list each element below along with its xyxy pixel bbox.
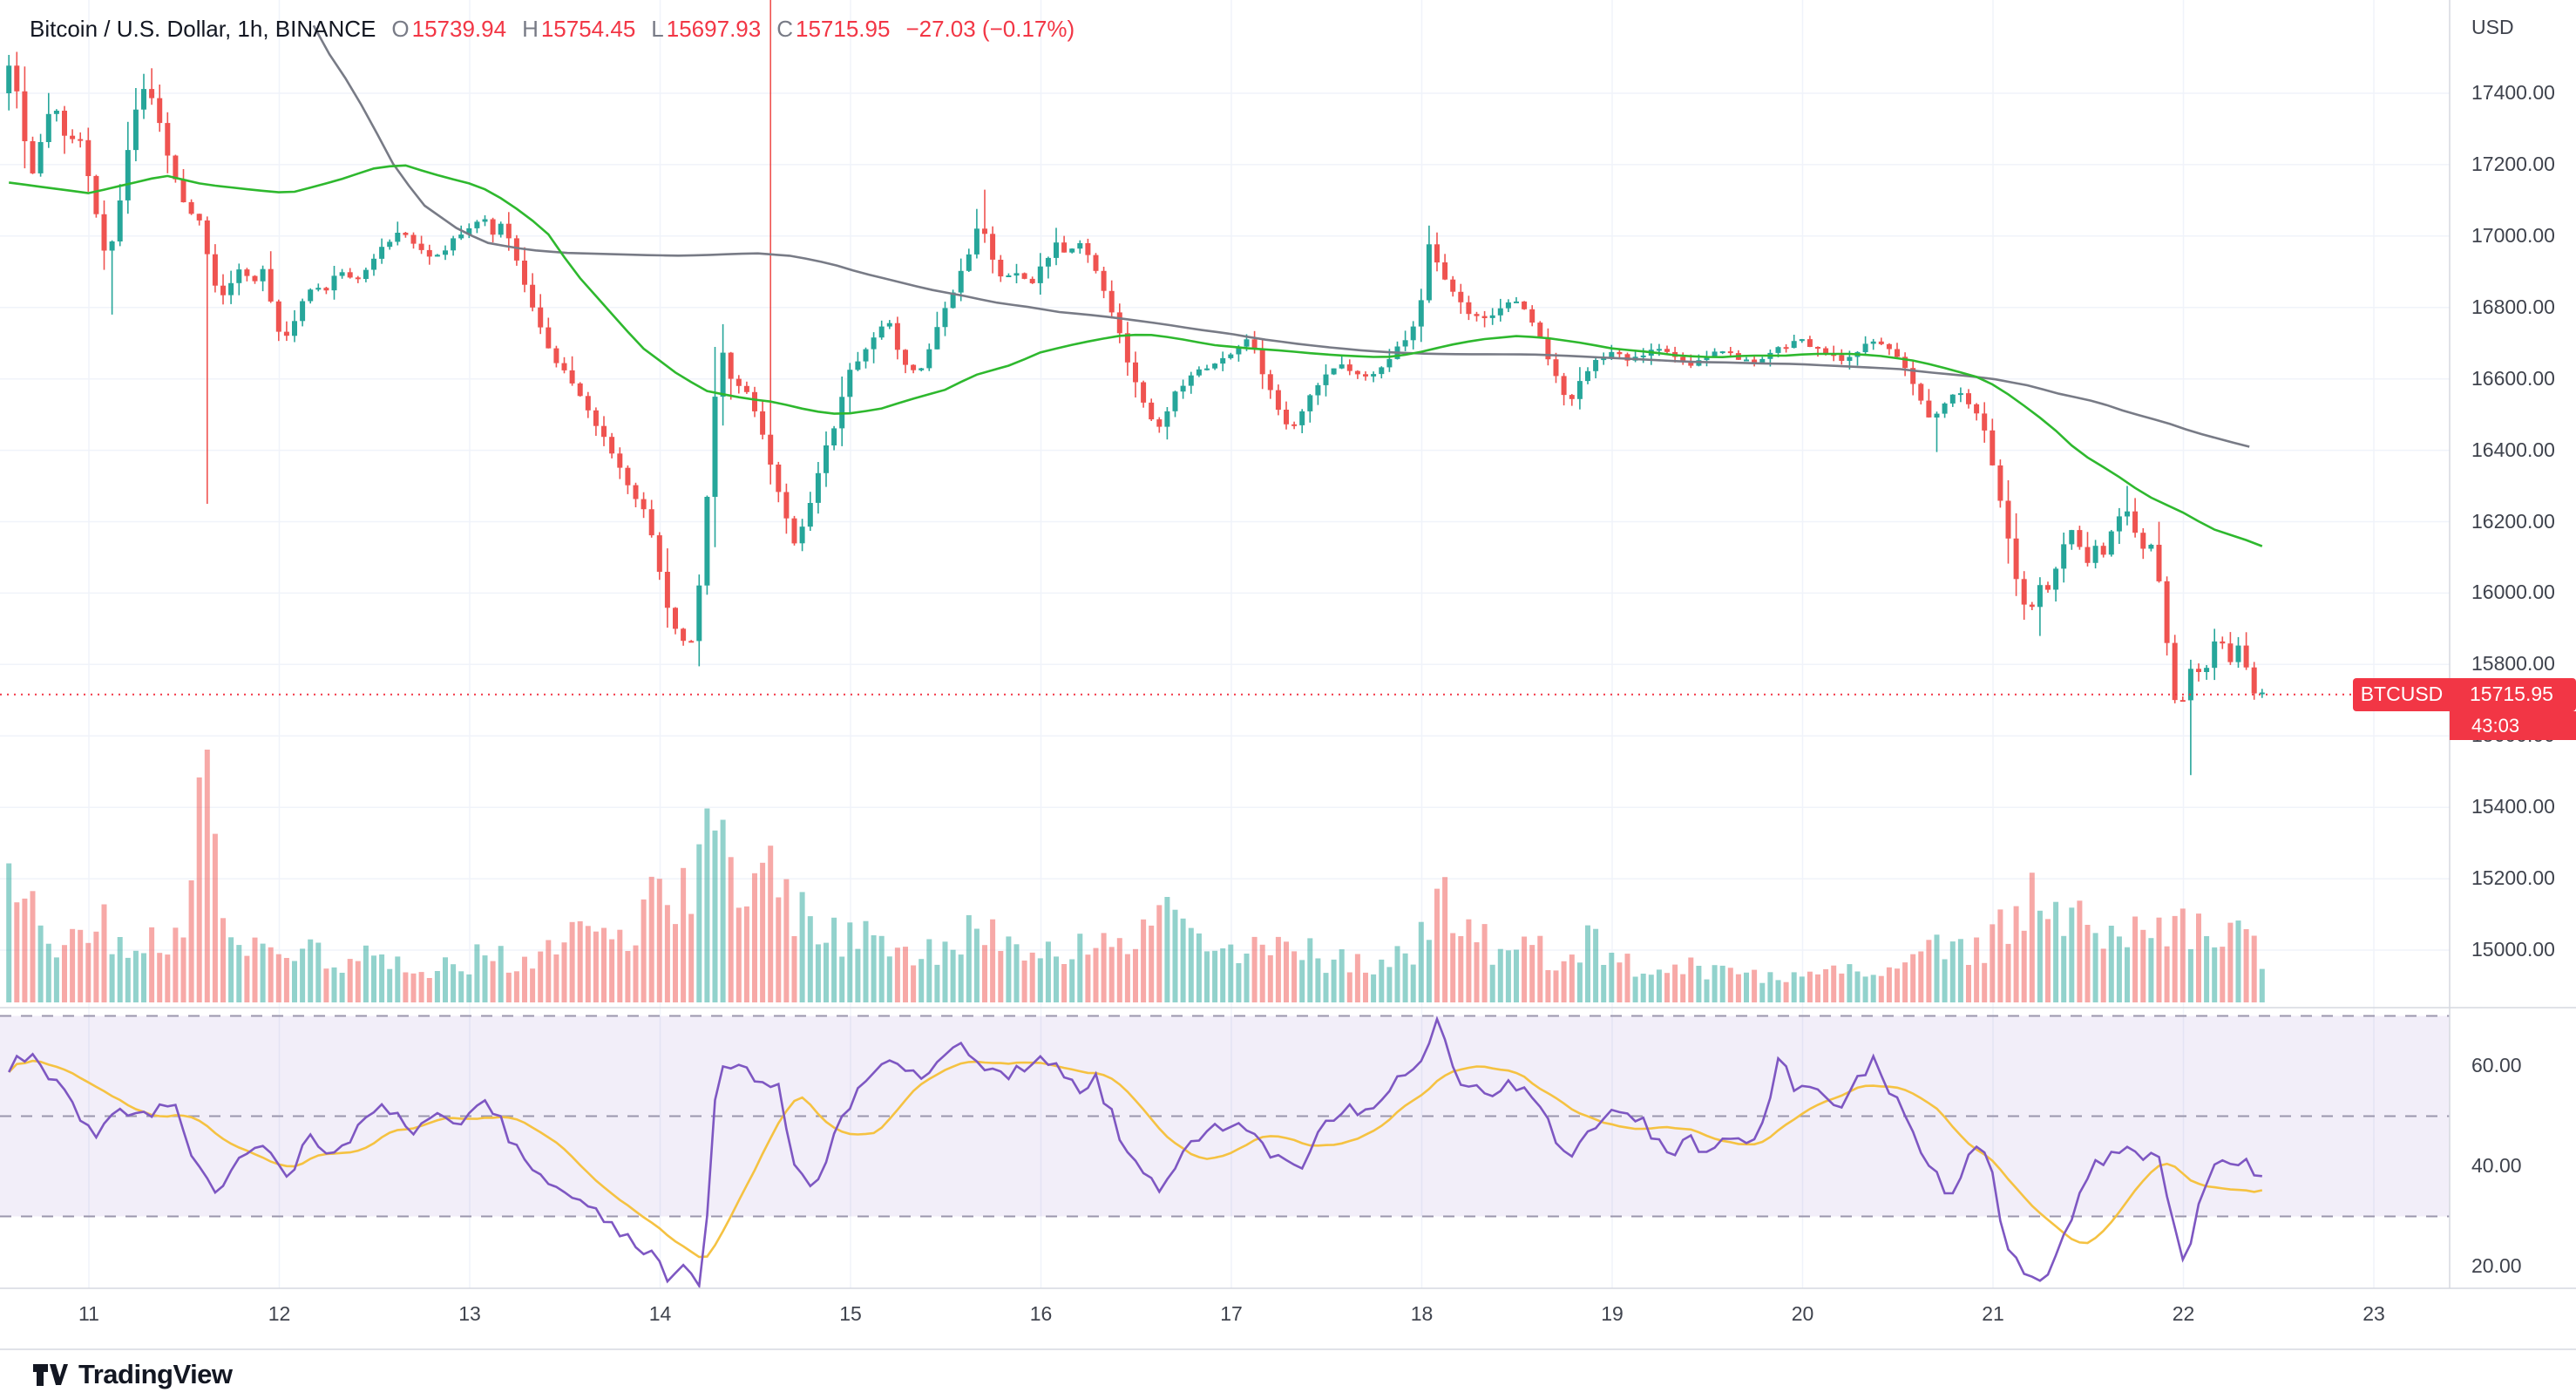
candles-layer xyxy=(6,0,2265,776)
last-price-badge: BTCUSD 15715.95 xyxy=(2353,677,2576,711)
price-axis-label: 17000.00 xyxy=(2471,223,2555,247)
ohlc-open-value: 15739.94 xyxy=(411,16,507,42)
ohlc-open-label: O xyxy=(391,16,410,42)
badge-symbol: BTCUSD xyxy=(2360,683,2444,706)
tradingview-logo[interactable]: TradingView xyxy=(31,1358,233,1391)
time-axis-label: 17 xyxy=(1220,1302,1243,1325)
tradingview-logo-icon xyxy=(33,1364,68,1386)
price-axis-label: 16600.00 xyxy=(2471,366,2555,390)
rsi-axis-label: 20.00 xyxy=(2471,1254,2522,1277)
time-axis-label: 20 xyxy=(1791,1302,1814,1325)
price-axis-label: 16000.00 xyxy=(2471,581,2555,604)
grid-layer xyxy=(0,0,2450,1288)
ohlc-low-value: 15697.93 xyxy=(666,16,762,42)
price-axis-label: 15000.00 xyxy=(2471,938,2555,961)
time-axis-label: 16 xyxy=(1029,1302,1053,1325)
ohlc-high-value: 15754.45 xyxy=(540,16,636,42)
ohlc-close-label: C xyxy=(776,16,793,42)
time-axis-label: 13 xyxy=(458,1302,481,1325)
bar-countdown: 43:03 xyxy=(2450,710,2576,740)
price-axis-label: 15200.00 xyxy=(2471,866,2555,890)
price-axis-unit: USD xyxy=(2471,16,2514,38)
time-axis-label: 22 xyxy=(2172,1302,2195,1325)
price-axis[interactable]: USD 17400.00 17200.00 17000.00 16800.00 1660… xyxy=(2450,0,2576,1288)
price-axis-label: 16400.00 xyxy=(2471,438,2555,461)
ohlc-high: H 15754.45 xyxy=(522,16,635,43)
footer: TradingView xyxy=(31,1358,233,1391)
time-axis-label: 23 xyxy=(2362,1302,2385,1325)
chart-legend: Bitcoin / U.S. Dollar, 1h, BINANCE O 1573… xyxy=(30,16,1074,43)
price-axis-label: 17400.00 xyxy=(2471,81,2555,104)
axis-separators xyxy=(0,0,2576,1350)
rsi-axis-label: 40.00 xyxy=(2471,1154,2522,1177)
time-axis-label: 11 xyxy=(78,1302,99,1325)
time-axis-label: 18 xyxy=(1410,1302,1434,1325)
ohlc-low: L 15697.93 xyxy=(651,16,761,43)
time-axis-label: 21 xyxy=(1982,1302,2004,1325)
price-axis-label: 16800.00 xyxy=(2471,295,2555,318)
ohlc-low-label: L xyxy=(651,16,664,42)
rsi-line xyxy=(8,1015,2262,1288)
price-axis-label: 17200.00 xyxy=(2471,152,2555,175)
time-axis-label: 14 xyxy=(648,1302,672,1325)
tradingview-brand-text: TradingView xyxy=(78,1359,233,1389)
time-axis-label: 12 xyxy=(268,1302,291,1325)
symbol-title[interactable]: Bitcoin / U.S. Dollar, 1h, BINANCE xyxy=(30,16,376,42)
price-axis-label: 15800.00 xyxy=(2471,652,2555,676)
ohlc-close: C 15715.95 xyxy=(776,16,890,43)
rsi-axis-label: 60.00 xyxy=(2471,1054,2522,1076)
ohlc-open: O 15739.94 xyxy=(391,16,506,43)
time-axis[interactable]: 11 12 13 14 15 16 17 18 19 20 21 22 23 xyxy=(0,1288,2576,1349)
time-axis-label: 15 xyxy=(839,1302,862,1325)
rsi-band xyxy=(0,1015,2450,1218)
ohlc-close-value: 15715.95 xyxy=(796,16,891,42)
badge-price: 15715.95 xyxy=(2470,683,2553,706)
ma-slow-line xyxy=(312,24,2250,448)
volume-layer xyxy=(6,750,2265,1002)
ma-fast-line xyxy=(9,164,2263,547)
price-axis-label: 16200.00 xyxy=(2471,509,2555,533)
ohlc-high-label: H xyxy=(522,16,539,42)
price-change: −27.03 (−0.17%) xyxy=(905,16,1075,42)
time-axis-label: 19 xyxy=(1601,1302,1624,1325)
price-axis-label: 15400.00 xyxy=(2471,795,2555,818)
